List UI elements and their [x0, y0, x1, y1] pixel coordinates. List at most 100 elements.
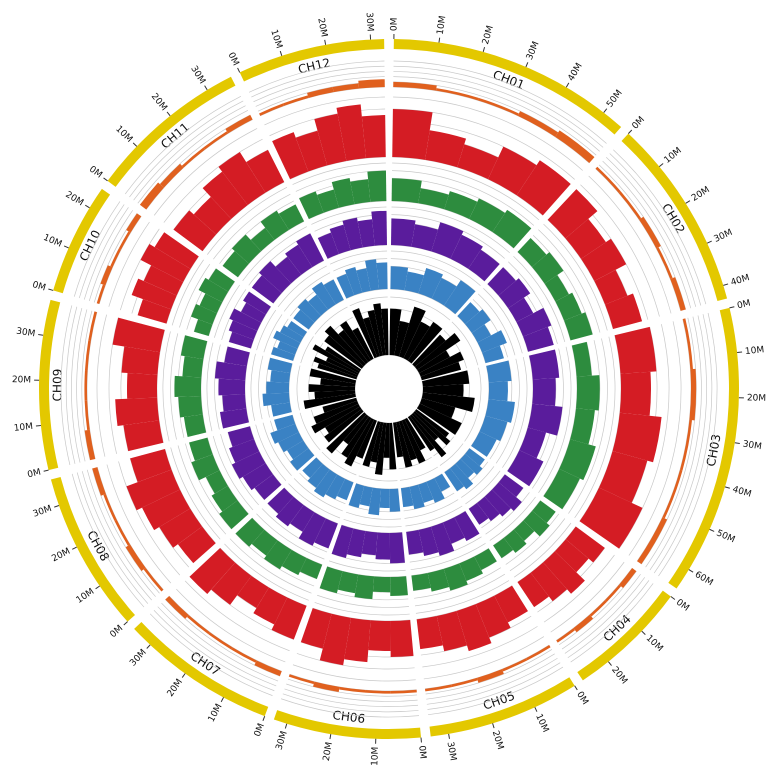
histogram-bar	[205, 470, 228, 494]
grid-arc	[248, 60, 385, 93]
histogram-bar	[130, 449, 172, 483]
tick-label: 10M	[370, 747, 381, 767]
grid-arc	[311, 206, 387, 225]
grid-arc	[321, 451, 357, 476]
histogram-bar	[317, 232, 339, 259]
tick-label: 20M	[50, 547, 72, 565]
histogram-bar	[516, 160, 571, 216]
grid-arc	[314, 306, 348, 335]
histogram-bar	[594, 269, 628, 305]
grid-arc	[256, 309, 277, 351]
grid-arc	[502, 356, 528, 468]
histogram-bar	[338, 329, 369, 365]
histogram-bar	[456, 604, 492, 652]
grid-arc	[393, 76, 597, 156]
histogram-bar	[299, 191, 324, 219]
tick-label: 0M	[631, 115, 648, 132]
histogram-bar	[250, 227, 275, 252]
histogram-bar	[325, 474, 346, 500]
grid-arc	[219, 547, 307, 607]
histogram-bar	[246, 149, 285, 193]
histogram-bar	[573, 614, 594, 633]
grid-arc	[588, 175, 672, 314]
grid-arc	[327, 244, 387, 260]
grid-arc	[424, 644, 550, 690]
histogram-bar	[498, 278, 531, 309]
histogram-bar	[605, 293, 643, 329]
tick-label: 10M	[13, 422, 33, 434]
histogram-bar	[614, 326, 657, 374]
grid-arc	[513, 255, 566, 343]
histogram-bar	[389, 308, 402, 356]
histogram-bar	[508, 297, 534, 322]
tick-label: 20M	[63, 190, 85, 209]
histogram-bar	[396, 421, 413, 468]
histogram-bar	[84, 429, 96, 461]
grid-arc	[333, 258, 388, 272]
histogram-bar	[422, 370, 470, 387]
histogram-bar	[656, 247, 673, 279]
histogram-bar	[344, 617, 371, 663]
histogram-bar	[407, 321, 443, 364]
histogram-bar	[487, 267, 516, 296]
grid-arc	[280, 698, 420, 718]
chromosome-band	[273, 710, 421, 739]
grid-arc	[495, 358, 520, 464]
grid-arc	[251, 65, 385, 98]
grid-arc	[346, 288, 388, 299]
histogram-bar	[431, 222, 464, 259]
histogram-bar	[493, 537, 514, 559]
histogram-bar	[285, 244, 313, 275]
histogram-bar	[554, 539, 589, 573]
histogram-bar	[293, 309, 315, 330]
histogram-bar	[191, 454, 220, 481]
histogram-bar	[531, 252, 564, 284]
histogram-bar	[589, 600, 607, 617]
tick-label: 40M	[566, 61, 584, 83]
histogram-bar	[219, 500, 249, 530]
histogram-bar	[123, 420, 164, 452]
histogram-bar	[208, 268, 235, 292]
grid-arc	[262, 422, 292, 476]
grid-arc	[391, 244, 485, 282]
tick-mark	[685, 200, 691, 204]
histogram-bar	[272, 132, 309, 180]
tick-mark	[448, 733, 450, 739]
histogram-bar	[357, 219, 375, 248]
histogram-bar	[283, 95, 309, 106]
histogram-bar	[325, 346, 362, 372]
histogram-bar	[142, 489, 191, 531]
histogram-bar	[339, 686, 366, 693]
grid-arc	[98, 216, 142, 305]
histogram-bar	[612, 412, 662, 463]
histogram-bar	[190, 304, 217, 325]
histogram-bar	[565, 218, 606, 259]
grid-arc	[393, 60, 607, 144]
histogram-bar	[262, 392, 290, 407]
histogram-bar	[281, 549, 307, 576]
tick-label: 10M	[113, 124, 134, 145]
histogram-bar	[517, 572, 549, 608]
grid-arc	[550, 561, 625, 633]
histogram-bar	[599, 450, 648, 503]
histogram-bar	[424, 684, 452, 692]
grid-arc	[517, 526, 577, 583]
grid-arc	[255, 424, 287, 481]
grid-arc	[81, 471, 153, 601]
histogram-bar	[362, 421, 381, 467]
tick-label: 20M	[315, 17, 328, 38]
histogram-bar	[278, 432, 304, 453]
histogram-bar	[517, 111, 559, 137]
histogram-bar	[208, 632, 233, 650]
histogram-bar	[571, 341, 592, 377]
tick-mark	[658, 163, 664, 168]
grid-arc	[200, 341, 208, 433]
tick-mark	[438, 37, 441, 43]
grid-arc	[404, 499, 459, 519]
chromosome-label: CH09	[50, 369, 64, 402]
histogram-bar	[181, 147, 206, 168]
tick-label: 20M	[149, 92, 169, 113]
grid-arc	[428, 666, 564, 716]
histogram-bar	[532, 500, 556, 524]
histogram-bar	[324, 325, 366, 367]
